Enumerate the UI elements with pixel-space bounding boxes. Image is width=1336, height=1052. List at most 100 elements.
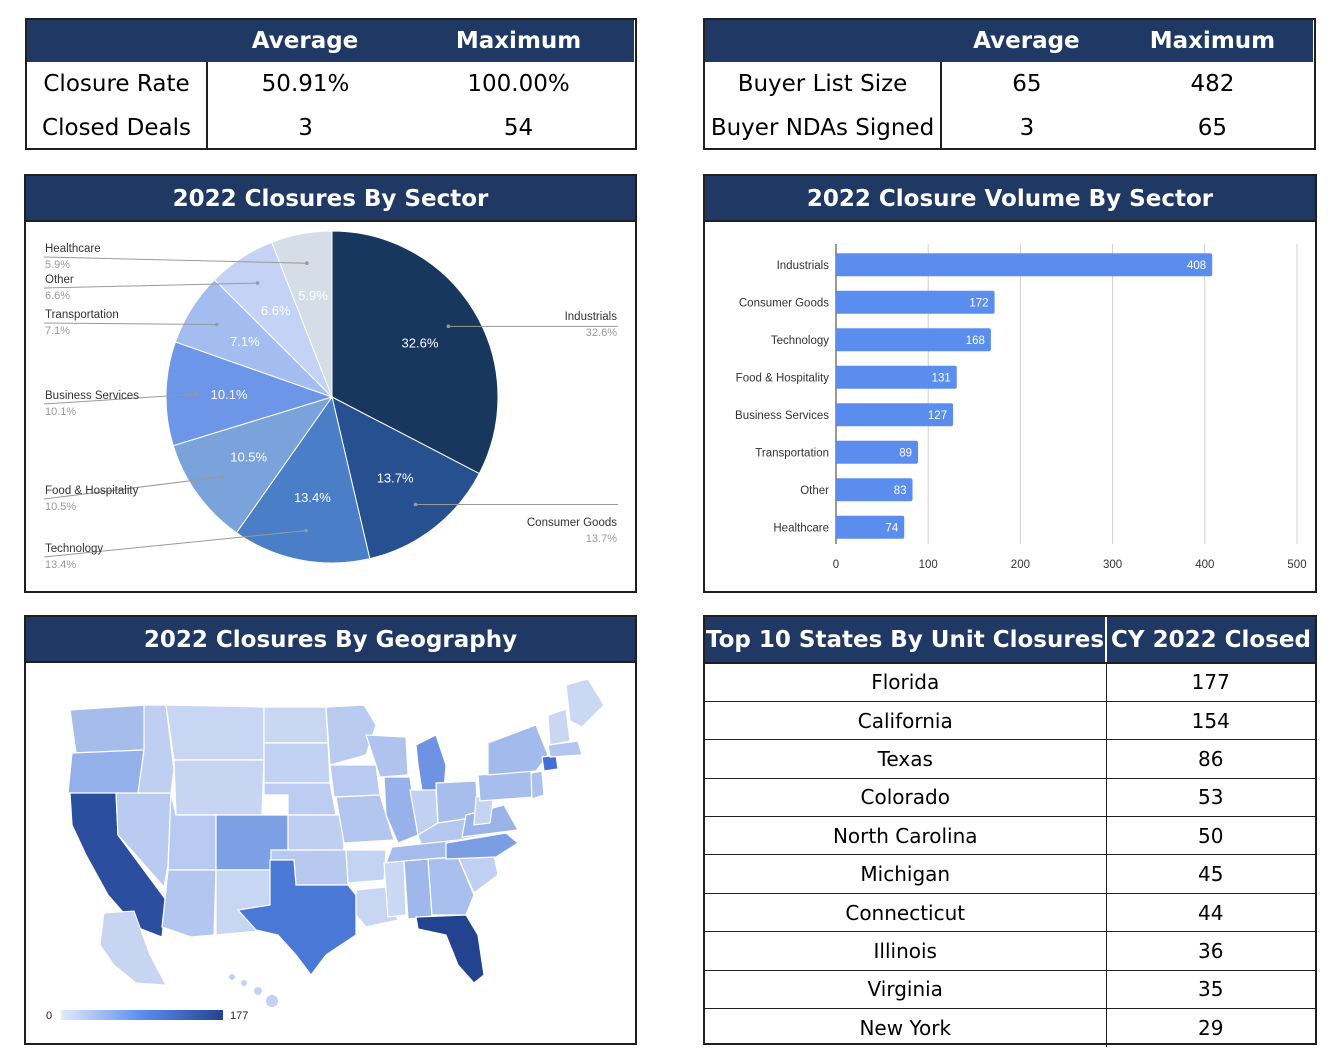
map-state-texas bbox=[236, 859, 357, 976]
pie-legend-percent: 13.7% bbox=[586, 533, 617, 545]
bar-x-tick-label: 500 bbox=[1287, 559, 1306, 571]
pie-legend-label: Food & Hospitality bbox=[45, 485, 139, 497]
kpi-header-blank bbox=[27, 20, 207, 62]
bar-chart-panel: 2022 Closure Volume By Sector 0 100 200 300… bbox=[703, 174, 1317, 593]
state-name-cell: Connecticut bbox=[705, 892, 1107, 932]
pie-slice-percent: 7.1% bbox=[230, 334, 260, 349]
kpi-maximum-value: 100.00% bbox=[467, 71, 570, 97]
map-state-kansas bbox=[287, 814, 345, 851]
pie-slice bbox=[172, 396, 334, 534]
pie-legend-label: Business Services bbox=[45, 390, 139, 402]
map-state-wisconsin bbox=[365, 734, 409, 778]
bar-value-label: 74 bbox=[885, 522, 898, 534]
pie-legend-percent: 6.6% bbox=[45, 290, 70, 302]
bar-value-label: 83 bbox=[894, 485, 907, 497]
pie-legend-percent: 5.9% bbox=[45, 259, 70, 271]
states-header-closed: CY 2022 Closed bbox=[1106, 617, 1315, 664]
bar-category-label: Industrials bbox=[777, 260, 830, 272]
map-state-maine bbox=[565, 678, 605, 728]
bar-x-tick-label: 300 bbox=[1103, 559, 1122, 571]
kpi-table-right: Average Maximum Buyer List Size 65 482 B… bbox=[703, 18, 1316, 150]
map-state-new-york bbox=[487, 724, 549, 776]
pie-legend-percent: 10.1% bbox=[45, 406, 76, 418]
map-state-florida bbox=[415, 914, 485, 984]
pie-legend-label: Other bbox=[45, 274, 74, 286]
pie-slice bbox=[331, 230, 499, 475]
map-state-pennsylvania bbox=[477, 770, 535, 802]
pie-slice bbox=[235, 395, 371, 564]
bar-chart-title: 2022 Closure Volume By Sector bbox=[705, 176, 1315, 222]
state-name-cell: Colorado bbox=[705, 777, 1107, 817]
map-state-missouri bbox=[335, 794, 395, 844]
state-name-cell: Texas bbox=[705, 739, 1107, 779]
bar-category-label: Food & Hospitality bbox=[736, 372, 830, 384]
state-closed-cell: 154 bbox=[1106, 700, 1315, 740]
pie-leader-line bbox=[43, 393, 196, 405]
pie-legend-percent: 32.6% bbox=[586, 327, 617, 339]
map-state-arizona bbox=[161, 869, 217, 938]
pie-leader-line bbox=[43, 322, 217, 326]
bar bbox=[836, 365, 957, 389]
kpi-average-value: 3 bbox=[298, 115, 313, 141]
bar-value-label: 168 bbox=[966, 335, 985, 347]
pie-legend-percent: 10.5% bbox=[45, 501, 76, 513]
pie-legend-label: Industrials bbox=[565, 311, 618, 323]
kpi-row-label: Buyer List Size bbox=[705, 62, 942, 106]
pie-leader-line bbox=[43, 530, 307, 558]
map-state-hawaii bbox=[229, 974, 278, 1007]
kpi-row-label: Closed Deals bbox=[27, 106, 208, 150]
state-name-cell: Michigan bbox=[705, 854, 1107, 894]
kpi-average-value: 65 bbox=[1012, 71, 1042, 97]
pie-slice-percent: 13.7% bbox=[377, 470, 414, 485]
map-state-alaska bbox=[99, 910, 167, 986]
state-closed-cell: 35 bbox=[1106, 969, 1315, 1009]
kpi-maximum-value: 482 bbox=[1190, 71, 1235, 97]
state-closed-cell: 50 bbox=[1106, 816, 1315, 855]
state-closed-cell: 53 bbox=[1106, 777, 1315, 817]
bar-value-label: 131 bbox=[932, 372, 951, 384]
pie-leader-dot bbox=[194, 392, 198, 397]
map-state-washington bbox=[69, 704, 147, 754]
pie-slice-percent: 5.9% bbox=[298, 288, 328, 303]
pie-slice-percent: 32.6% bbox=[402, 336, 439, 351]
state-closed-cell: 86 bbox=[1106, 739, 1315, 779]
bar bbox=[836, 440, 919, 464]
kpi-header-maximum: Maximum bbox=[403, 20, 634, 62]
kpi-average-value: 3 bbox=[1019, 115, 1035, 141]
table-row: Virginia 35 bbox=[705, 969, 1315, 1009]
table-row: Colorado 53 bbox=[705, 777, 1315, 817]
pie-slice bbox=[271, 230, 333, 398]
map-state-nebraska bbox=[263, 782, 337, 816]
map-state-alabama bbox=[403, 858, 433, 920]
bar-x-tick-label: 400 bbox=[1195, 559, 1214, 571]
state-closed-cell: 36 bbox=[1106, 931, 1315, 971]
table-row: California 154 bbox=[705, 700, 1315, 740]
map-state-montana bbox=[165, 704, 265, 761]
map-state-vermont-nh bbox=[547, 708, 571, 746]
kpi-row-label: Buyer NDAs Signed bbox=[705, 106, 942, 150]
map-state-arkansas bbox=[345, 849, 387, 884]
bar-value-label: 89 bbox=[899, 447, 912, 459]
pie-legend-percent: 13.4% bbox=[45, 559, 76, 571]
bar-category-label: Healthcare bbox=[773, 522, 829, 534]
state-name-cell: Illinois bbox=[705, 931, 1107, 971]
bar bbox=[836, 328, 991, 352]
pie-slice-percent: 10.5% bbox=[230, 449, 267, 464]
state-name-cell: North Carolina bbox=[705, 816, 1107, 855]
pie-legend-label: Technology bbox=[45, 543, 103, 555]
map-state-oregon bbox=[67, 749, 145, 796]
kpi-row-label: Closure Rate bbox=[27, 62, 208, 106]
pie-legend-label: Consumer Goods bbox=[527, 517, 617, 529]
pie-slice bbox=[331, 396, 480, 560]
pie-chart-title: 2022 Closures By Sector bbox=[26, 176, 635, 222]
pie-leader-line bbox=[43, 282, 258, 289]
map-title: 2022 Closures By Geography bbox=[26, 617, 635, 663]
bar-category-label: Transportation bbox=[755, 447, 829, 459]
bar bbox=[836, 515, 905, 539]
map-state-south-dakota bbox=[263, 742, 331, 784]
state-name-cell: California bbox=[705, 700, 1107, 740]
map-state-illinois bbox=[383, 776, 419, 844]
table-row: North Carolina 50 bbox=[705, 816, 1315, 855]
map-state-wyoming bbox=[173, 759, 265, 816]
bar-category-label: Business Services bbox=[735, 410, 829, 422]
